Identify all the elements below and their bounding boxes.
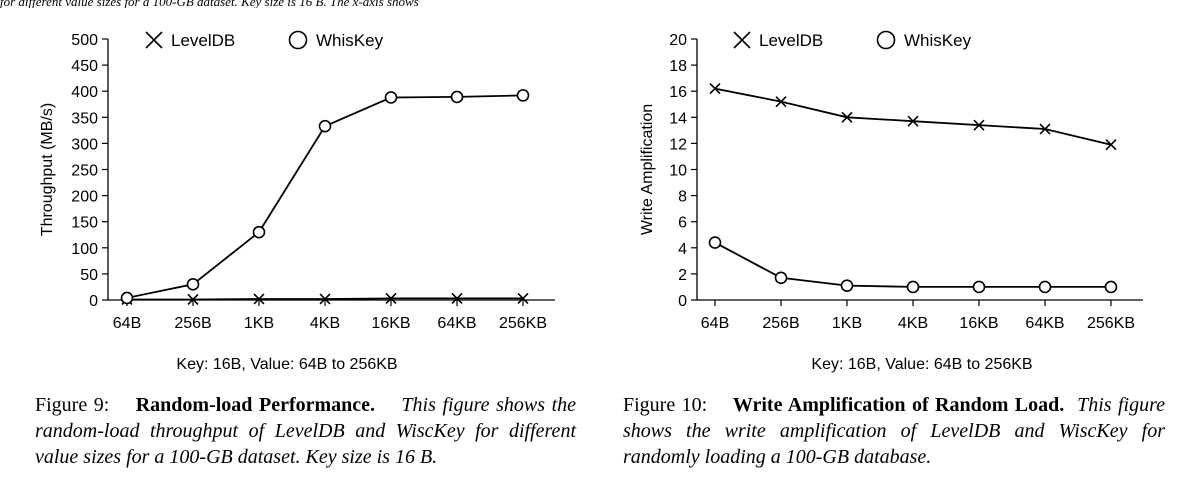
data-point-leveldb — [319, 293, 331, 305]
legend-label-leveldb: LevelDB — [171, 31, 235, 50]
data-point-leveldb — [907, 115, 919, 127]
x-tick-label: 64B — [113, 315, 141, 332]
legend-marker-whiskey — [876, 30, 896, 50]
y-tick-label: 500 — [71, 32, 98, 49]
data-point-leveldb — [1105, 139, 1117, 151]
x-tick-label: 256KB — [1087, 315, 1135, 332]
data-point-leveldb — [385, 292, 397, 304]
x-tick-label: 16KB — [371, 315, 410, 332]
top-cut-off-text: for different value sizes for a 100-GB d… — [0, 0, 419, 8]
y-tick-label: 0 — [678, 293, 687, 310]
data-point-whiskey — [840, 279, 854, 292]
y-tick-label: 100 — [71, 241, 98, 258]
legend-marker-leveldb — [145, 31, 163, 49]
data-point-whiskey — [186, 278, 200, 291]
y-tick-label: 2 — [678, 267, 687, 284]
legend-label-leveldb: LevelDB — [759, 31, 823, 50]
legend-marker-whiskey — [288, 30, 308, 50]
figure-9-caption: Figure 9: Random-load Performance. This … — [35, 392, 576, 470]
x-tick-label: 1KB — [832, 315, 862, 332]
data-point-whiskey — [906, 280, 920, 294]
data-point-whiskey — [1104, 280, 1118, 294]
legend-label-whiskey: WhisKey — [904, 31, 972, 50]
x-tick-label: 256B — [174, 315, 211, 332]
data-point-leveldb — [517, 292, 529, 304]
x-axis-label: Key: 16B, Value: 64B to 256KB — [811, 356, 1032, 373]
y-tick-label: 14 — [669, 110, 687, 127]
y-tick-label: 250 — [71, 163, 98, 180]
x-tick-label: 64KB — [1025, 315, 1064, 332]
data-point-leveldb — [841, 111, 853, 123]
y-axis-label: Throughput (MB/s) — [39, 103, 56, 236]
data-point-leveldb — [775, 96, 787, 108]
y-tick-label: 6 — [678, 215, 687, 232]
y-tick-label: 400 — [71, 84, 98, 101]
y-tick-label: 4 — [678, 241, 687, 258]
y-tick-label: 16 — [669, 84, 687, 101]
data-point-leveldb — [451, 292, 463, 304]
data-point-leveldb — [709, 83, 721, 95]
figure-10-label: Figure 10: — [623, 394, 708, 416]
data-point-leveldb — [973, 119, 985, 131]
data-point-whiskey — [774, 271, 788, 285]
series-line-leveldb — [714, 87, 1112, 146]
y-tick-label: 0 — [89, 293, 98, 310]
y-tick-label: 350 — [71, 110, 98, 127]
x-tick-label: 16KB — [959, 315, 998, 332]
data-point-whiskey — [1038, 280, 1052, 294]
y-tick-label: 50 — [80, 267, 98, 284]
y-tick-label: 10 — [669, 163, 687, 180]
y-tick-label: 8 — [678, 189, 687, 206]
data-point-whiskey — [972, 280, 986, 294]
y-axis-label: Write Amplification — [639, 104, 656, 235]
data-point-leveldb — [253, 293, 265, 305]
x-tick-label: 4KB — [898, 315, 928, 332]
legend-label-whiskey: WhisKey — [316, 31, 384, 50]
data-point-whiskey — [318, 119, 332, 133]
y-tick-label: 18 — [669, 58, 687, 75]
y-tick-label: 150 — [71, 215, 98, 232]
y-tick-label: 20 — [669, 32, 687, 49]
figure-9-title: Random-load Performance. — [135, 394, 376, 416]
x-tick-label: 256KB — [499, 315, 547, 332]
data-point-leveldb — [187, 293, 199, 306]
figure-9-label: Figure 9: — [35, 394, 110, 416]
y-tick-label: 450 — [71, 58, 98, 75]
data-point-whiskey — [120, 291, 134, 305]
x-tick-label: 64B — [701, 315, 729, 332]
y-tick-label: 300 — [71, 136, 98, 153]
chart-write-amplification: 0 2 4 6 8 10 12 14 16 18 20 64B 256B 1KB 4KB 16KB 64KB 25… — [639, 30, 1143, 373]
data-point-whiskey — [516, 89, 530, 102]
x-tick-label: 1KB — [244, 315, 274, 332]
data-point-leveldb — [1039, 123, 1051, 135]
chart-throughput: 0 50 100 150 200 250 300 350 400 450 500 64B 256B 1KB… — [39, 30, 555, 373]
x-axis-label: Key: 16B, Value: 64B to 256KB — [176, 356, 397, 373]
figure-9-text: This figure shows the random-load throug… — [35, 394, 577, 468]
figure-10-text: This figure shows the write amplificatio… — [623, 394, 1165, 468]
data-point-whiskey — [450, 90, 464, 104]
figure-10-title: Write Amplification of Random Load. — [732, 394, 1065, 416]
y-tick-label: 200 — [71, 189, 98, 206]
y-tick-label: 12 — [669, 136, 687, 153]
series-line-whiskey — [714, 241, 1111, 288]
x-tick-label: 64KB — [437, 315, 476, 332]
x-tick-label: 4KB — [310, 315, 340, 332]
x-tick-label: 256B — [762, 315, 799, 332]
figure-10-caption: Figure 10: Write Amplification of Random… — [623, 392, 1165, 470]
data-point-whiskey — [252, 225, 266, 239]
data-point-whiskey — [708, 236, 722, 249]
data-point-whiskey — [384, 91, 398, 104]
legend-marker-leveldb — [733, 31, 751, 49]
